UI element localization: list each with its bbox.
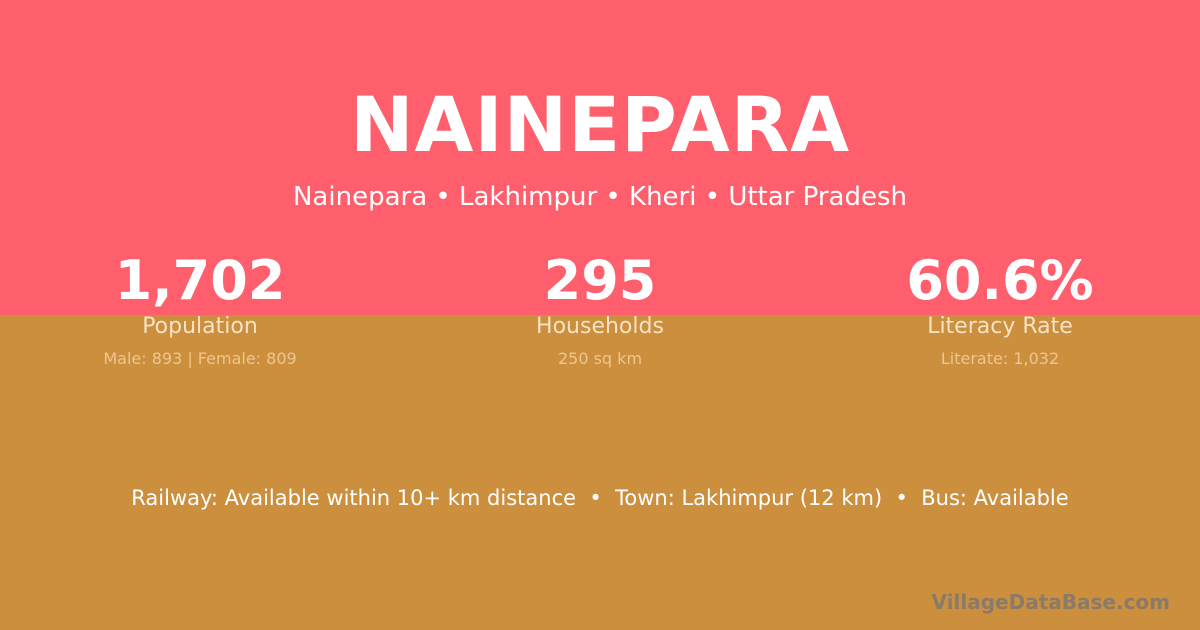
stat-label: Population	[142, 314, 258, 339]
stat-literacy: 60.6% Literacy Rate Literate: 1,032	[800, 249, 1200, 369]
brand-watermark: VillageDataBase.com	[931, 590, 1170, 614]
stat-detail: Literate: 1,032	[940, 349, 1060, 368]
stat-value: 60.6%	[906, 249, 1094, 312]
stat-detail: Male: 893 | Female: 809	[103, 349, 297, 368]
stat-label: Households	[536, 314, 664, 339]
stat-households: 295 Households 250 sq km	[400, 249, 800, 369]
stat-detail: 250 sq km	[557, 349, 643, 368]
village-title: NAINEPARA	[349, 80, 851, 169]
stat-value: 295	[543, 249, 657, 312]
stat-label: Literacy Rate	[927, 314, 1073, 339]
header-band	[0, 0, 1200, 315]
location-breadcrumb: Nainepara • Lakhimpur • Kheri • Uttar Pr…	[292, 182, 908, 212]
stat-population: 1,702 Population Male: 893 | Female: 809	[0, 249, 400, 369]
stat-value: 1,702	[114, 249, 286, 312]
footer-band	[0, 315, 1200, 630]
transport-info: Railway: Available within 10+ km distanc…	[131, 486, 1069, 510]
